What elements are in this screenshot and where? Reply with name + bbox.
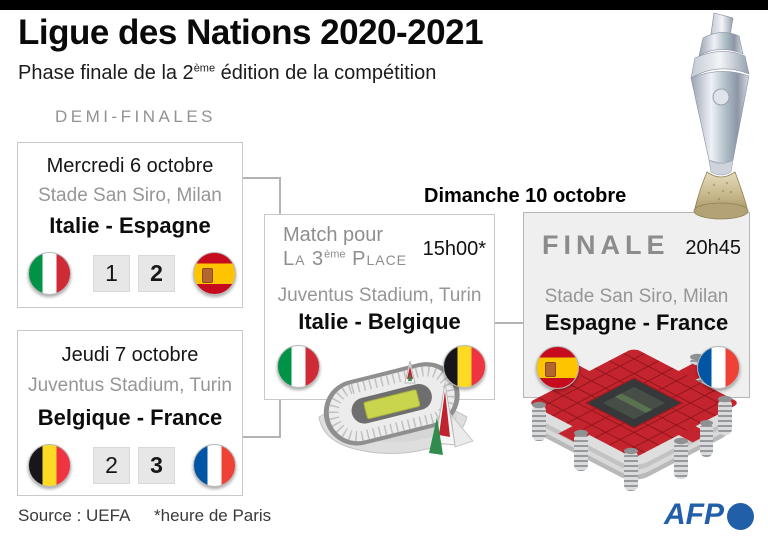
france-flag-icon bbox=[193, 444, 236, 487]
afp-logo-text: AFP bbox=[664, 498, 724, 531]
subtitle-text: Phase finale de la 2 bbox=[18, 62, 194, 84]
top-bar bbox=[0, 0, 768, 10]
final-label: FINALE bbox=[542, 230, 670, 260]
italy-flag-icon bbox=[277, 345, 320, 388]
third-place-label-part: La 3 bbox=[283, 248, 325, 270]
semifinal-2-box: Jeudi 7 octobre Juventus Stadium, Turin … bbox=[17, 330, 243, 496]
subtitle-superscript: ème bbox=[193, 62, 216, 75]
final-venue: Stade San Siro, Milan bbox=[544, 286, 729, 307]
semifinal-1-venue: Stade San Siro, Milan bbox=[38, 185, 222, 206]
afp-globe-icon bbox=[727, 503, 754, 530]
spain-flag-icon bbox=[193, 252, 236, 295]
third-place-kickoff-time: 15h00* bbox=[422, 238, 486, 260]
belgium-flag-icon bbox=[28, 444, 71, 487]
afp-logo: AFP bbox=[664, 498, 754, 532]
bracket-line-sf1-v bbox=[279, 177, 281, 216]
final-kickoff-time: 20h45 bbox=[685, 237, 741, 259]
semifinal-2-home-score: 2 bbox=[93, 447, 130, 484]
spain-flag-icon bbox=[536, 346, 579, 389]
third-place-box: Match pour La 3ème Place 15h00* Juventus… bbox=[264, 214, 495, 455]
bracket-line-sf1-h bbox=[243, 177, 281, 179]
semifinal-1-match: Italie - Espagne bbox=[49, 213, 211, 238]
third-place-label-superscript: ème bbox=[324, 248, 346, 261]
semifinal-2-date: Jeudi 7 octobre bbox=[61, 344, 199, 366]
final-day-label: Dimanche 10 octobre bbox=[424, 185, 627, 207]
time-footnote: *heure de Paris bbox=[154, 506, 272, 525]
uefa-nations-league-trophy-icon bbox=[690, 12, 750, 220]
semifinal-1-away-score: 2 bbox=[138, 255, 175, 292]
bracket-line-sf2-v bbox=[279, 399, 281, 438]
semifinal-2-match: Belgique - France bbox=[37, 405, 223, 430]
third-place-venue: Juventus Stadium, Turin bbox=[277, 285, 482, 306]
bracket-line-final-h bbox=[494, 322, 524, 324]
belgium-flag-icon bbox=[443, 345, 486, 388]
source-credit: Source : UEFA bbox=[18, 506, 131, 525]
semifinal-1-home-score: 1 bbox=[93, 255, 130, 292]
final-match: Espagne - France bbox=[544, 310, 729, 335]
semifinals-section-label: DEMI-FINALES bbox=[55, 107, 217, 126]
semifinal-1-box: Mercredi 6 octobre Stade San Siro, Milan… bbox=[17, 142, 243, 308]
italy-flag-icon bbox=[28, 252, 71, 295]
bracket-line-sf2-h bbox=[243, 436, 281, 438]
semifinal-1-date: Mercredi 6 octobre bbox=[46, 155, 214, 177]
semifinal-2-away-score: 3 bbox=[138, 447, 175, 484]
subtitle-text-end: édition de la compétition bbox=[215, 62, 437, 84]
third-place-label-part-end: Place bbox=[345, 248, 408, 270]
page-title: Ligue des Nations 2020-2021 bbox=[18, 13, 484, 52]
third-place-match: Italie - Belgique bbox=[298, 309, 461, 334]
third-place-label-line1: Match pour bbox=[283, 224, 384, 246]
final-box: FINALE 20h45 Stade San Siro, Milan Espag… bbox=[523, 212, 750, 491]
juventus-stadium-illustration bbox=[318, 360, 474, 455]
page-subtitle: Phase finale de la 2ème édition de la co… bbox=[18, 62, 436, 85]
san-siro-stadium-illustration bbox=[531, 349, 737, 491]
semifinal-2-venue: Juventus Stadium, Turin bbox=[28, 375, 232, 396]
third-place-label-line2: La 3ème Place bbox=[283, 248, 407, 271]
france-flag-icon bbox=[697, 346, 740, 389]
